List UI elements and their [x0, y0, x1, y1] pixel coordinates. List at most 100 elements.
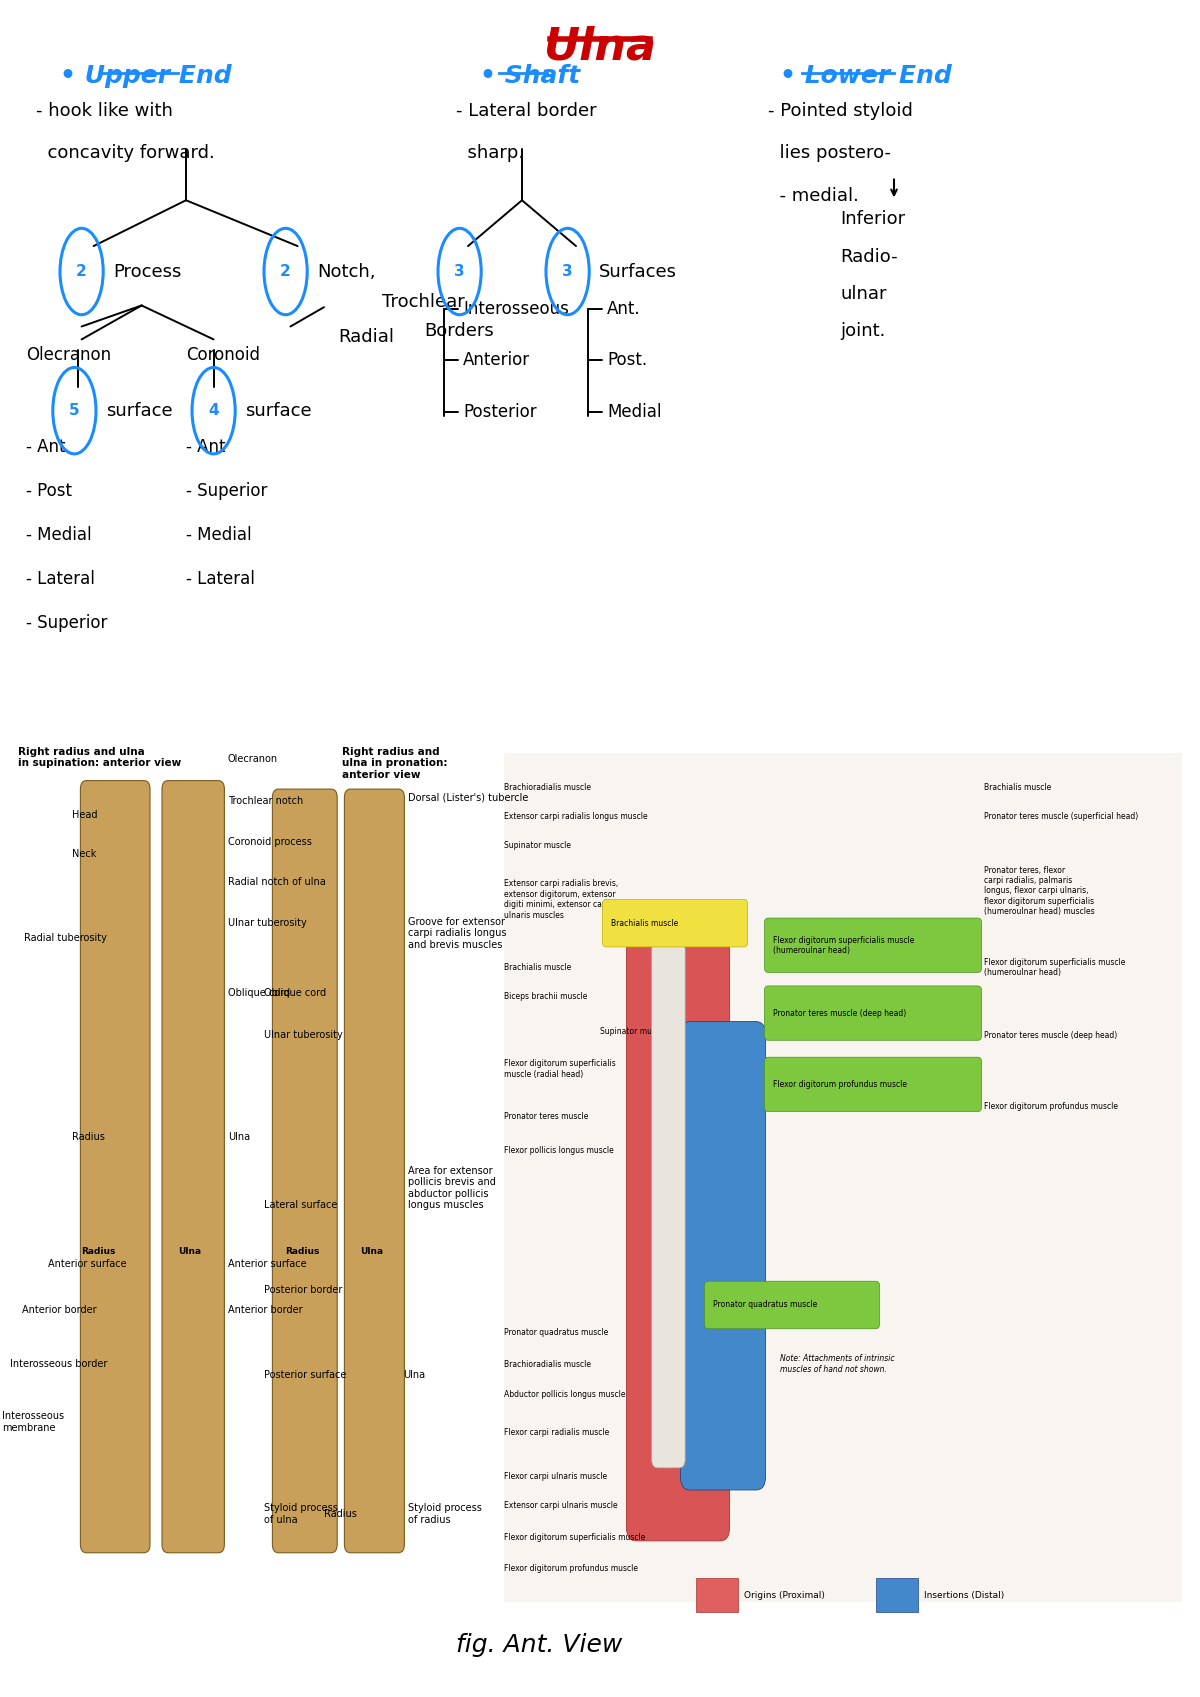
Text: • Upper End: • Upper End [60, 64, 232, 88]
Text: Brachialis muscle: Brachialis muscle [984, 782, 1051, 792]
Text: Pronator teres, flexor
carpi radialis, palmaris
longus, flexor carpi ulnaris,
fl: Pronator teres, flexor carpi radialis, p… [984, 865, 1094, 916]
Text: - Medial: - Medial [26, 526, 92, 545]
Text: fig. Ant. View: fig. Ant. View [456, 1633, 623, 1656]
Text: Oblique cord: Oblique cord [228, 988, 290, 998]
Text: Interosseous
membrane: Interosseous membrane [2, 1412, 65, 1432]
Text: Olecranon: Olecranon [228, 753, 278, 764]
Text: Ulna: Ulna [178, 1247, 202, 1256]
Text: Pronator teres muscle (deep head): Pronator teres muscle (deep head) [773, 1008, 906, 1018]
Text: Ulna: Ulna [228, 1132, 250, 1142]
Text: - Lateral: - Lateral [26, 570, 95, 589]
Text: 3: 3 [455, 265, 464, 278]
Text: - Lateral: - Lateral [186, 570, 254, 589]
FancyBboxPatch shape [272, 789, 337, 1553]
Text: Trochlear notch: Trochlear notch [228, 796, 304, 806]
Text: Flexor digitorum profundus muscle: Flexor digitorum profundus muscle [504, 1563, 638, 1573]
Text: Trochlear: Trochlear [382, 294, 464, 311]
Text: Posterior: Posterior [463, 404, 536, 421]
Text: Extensor carpi ulnaris muscle: Extensor carpi ulnaris muscle [504, 1500, 618, 1510]
FancyBboxPatch shape [680, 1022, 766, 1490]
Text: - Post: - Post [26, 482, 72, 501]
Text: Extensor carpi radialis brevis,
extensor digitorum, extensor
digiti minimi, exte: Extensor carpi radialis brevis, extensor… [504, 879, 618, 920]
Text: - Superior: - Superior [186, 482, 268, 501]
Text: surface: surface [106, 402, 173, 419]
Text: Oblique cord: Oblique cord [264, 988, 326, 998]
Text: Inferior: Inferior [840, 210, 905, 229]
Text: concavity forward.: concavity forward. [36, 144, 215, 163]
Text: Flexor digitorum superficialis muscle: Flexor digitorum superficialis muscle [504, 1532, 646, 1543]
Text: Borders: Borders [425, 322, 494, 341]
Text: Extensor carpi radialis longus muscle: Extensor carpi radialis longus muscle [504, 811, 648, 821]
Text: Ulna: Ulna [403, 1369, 425, 1380]
Text: Flexor digitorum profundus muscle: Flexor digitorum profundus muscle [773, 1079, 907, 1089]
Text: Ulna: Ulna [544, 25, 656, 68]
Text: lies postero-: lies postero- [768, 144, 890, 163]
FancyBboxPatch shape [626, 937, 730, 1541]
FancyBboxPatch shape [602, 899, 748, 947]
Text: Pronator teres muscle (superficial head): Pronator teres muscle (superficial head) [984, 811, 1139, 821]
Text: Radial notch of ulna: Radial notch of ulna [228, 877, 325, 888]
Text: joint.: joint. [840, 322, 886, 341]
Text: Supinator muscle: Supinator muscle [600, 1027, 667, 1037]
Text: 2: 2 [281, 265, 290, 278]
Text: Notch,: Notch, [317, 263, 376, 280]
Text: Radius: Radius [654, 1244, 680, 1254]
Text: - Pointed styloid: - Pointed styloid [768, 102, 913, 120]
FancyBboxPatch shape [344, 789, 404, 1553]
Text: Brachialis muscle: Brachialis muscle [504, 962, 571, 972]
Text: - Medial: - Medial [186, 526, 252, 545]
FancyBboxPatch shape [652, 942, 685, 1468]
Text: Ant.: Ant. [607, 300, 641, 317]
Text: Pronator teres muscle (deep head): Pronator teres muscle (deep head) [984, 1030, 1117, 1040]
Text: Posterior border: Posterior border [264, 1285, 342, 1295]
Text: Posterior surface: Posterior surface [264, 1369, 347, 1380]
FancyBboxPatch shape [162, 781, 224, 1553]
Text: Process: Process [113, 263, 181, 280]
Text: Flexor carpi ulnaris muscle: Flexor carpi ulnaris muscle [504, 1471, 607, 1481]
Text: Flexor digitorum superficialis
muscle (radial head): Flexor digitorum superficialis muscle (r… [504, 1059, 616, 1079]
Text: • Lower End: • Lower End [780, 64, 952, 88]
Text: Flexor digitorum superficialis muscle
(humeroulnar head): Flexor digitorum superficialis muscle (h… [984, 957, 1126, 977]
Text: Anterior surface: Anterior surface [228, 1259, 307, 1269]
Text: Brachialis muscle: Brachialis muscle [611, 918, 678, 928]
Text: Insertions (Distal): Insertions (Distal) [924, 1590, 1004, 1600]
Text: Biceps brachii muscle: Biceps brachii muscle [504, 991, 587, 1001]
Text: ulnar: ulnar [840, 285, 887, 304]
Text: - Lateral border: - Lateral border [456, 102, 596, 120]
Text: Lateral surface: Lateral surface [264, 1200, 337, 1210]
Text: Medial: Medial [607, 404, 661, 421]
Text: Area for extensor
pollicis brevis and
abductor pollicis
longus muscles: Area for extensor pollicis brevis and ab… [408, 1166, 496, 1210]
Text: Origins (Proximal): Origins (Proximal) [744, 1590, 824, 1600]
Text: 4: 4 [209, 404, 218, 417]
Text: Head: Head [72, 809, 97, 820]
Text: Flexor carpi radialis muscle: Flexor carpi radialis muscle [504, 1427, 610, 1437]
Text: Ulnar tuberosity: Ulnar tuberosity [264, 1030, 343, 1040]
FancyBboxPatch shape [80, 781, 150, 1553]
Text: Anterior border: Anterior border [22, 1305, 96, 1315]
Text: surface: surface [245, 402, 312, 419]
FancyBboxPatch shape [764, 986, 982, 1040]
Text: Abductor pollicis longus muscle: Abductor pollicis longus muscle [504, 1390, 625, 1400]
Text: sharp.: sharp. [456, 144, 524, 163]
Text: Interosseous: Interosseous [463, 300, 569, 317]
Text: 3: 3 [563, 265, 572, 278]
Text: Radius: Radius [286, 1247, 319, 1256]
Text: Surfaces: Surfaces [599, 263, 677, 280]
FancyBboxPatch shape [696, 1578, 738, 1612]
Text: Olecranon: Olecranon [26, 346, 112, 365]
Text: Radio-: Radio- [840, 248, 898, 266]
Text: Pronator teres muscle: Pronator teres muscle [504, 1112, 588, 1122]
Text: Anterior: Anterior [463, 351, 530, 368]
Text: Right radius and
ulna in pronation:
anterior view: Right radius and ulna in pronation: ante… [342, 747, 448, 781]
Text: Flexor pollicis longus muscle: Flexor pollicis longus muscle [504, 1145, 613, 1156]
Text: - hook like with: - hook like with [36, 102, 173, 120]
Text: Brachioradialis muscle: Brachioradialis muscle [504, 1359, 592, 1369]
Text: Ulnar tuberosity: Ulnar tuberosity [228, 918, 307, 928]
Text: Styloid process
of ulna: Styloid process of ulna [264, 1504, 338, 1524]
FancyBboxPatch shape [764, 918, 982, 972]
FancyBboxPatch shape [504, 753, 1182, 1602]
Text: - Ant: - Ant [26, 438, 66, 456]
Text: Radius: Radius [324, 1509, 356, 1519]
Text: Anterior border: Anterior border [228, 1305, 302, 1315]
Text: Ulna: Ulna [360, 1247, 384, 1256]
